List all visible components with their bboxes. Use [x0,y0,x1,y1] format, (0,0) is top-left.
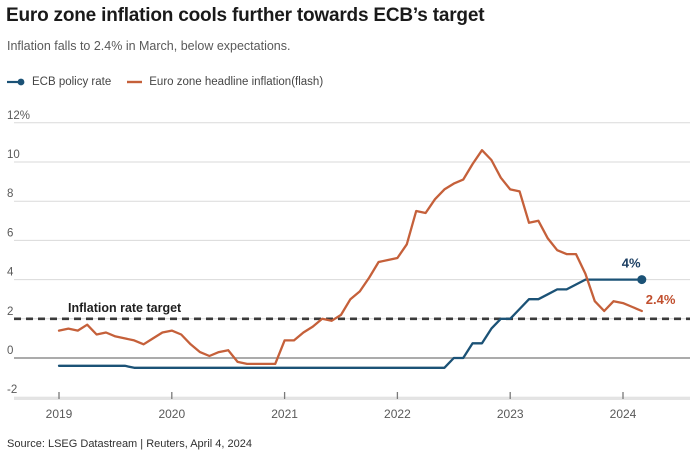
x-axis-label: 2024 [610,407,637,421]
y-axis-label: 6 [7,227,13,239]
legend-label-ecb: ECB policy rate [32,76,112,88]
y-axis-label: 10 [7,149,20,161]
chart-legend: ECB policy rate Euro zone headline infla… [7,76,323,88]
y-axis-label: 4 [7,267,14,279]
x-axis-label: 2022 [384,407,411,421]
x-axis-label: 2021 [271,407,298,421]
legend-item-inflation: Euro zone headline inflation(flash) [127,76,323,88]
legend-item-ecb-policy-rate: ECB policy rate [7,76,111,88]
x-axis-label: 2023 [497,407,524,421]
inflation-target-label: Inflation rate target [68,301,182,315]
y-axis-label: -2 [7,384,17,396]
ecb-policy-rate-line [57,278,643,369]
inflation-end-value-label: 2.4% [646,292,676,307]
legend-dot [17,78,25,86]
line-marker-icon [127,80,143,84]
ecb-end-value-label: 4% [622,256,641,271]
x-axis-label: 2020 [158,407,185,421]
source-note: Source: LSEG Datastream | Reuters, April… [7,438,252,450]
line-dot-marker-icon [7,78,25,86]
x-axis-label: 2019 [46,407,73,421]
chart-title: Euro zone inflation cools further toward… [6,5,485,26]
y-axis-label: 12% [7,110,30,122]
y-axis-label: 0 [7,345,13,357]
chart-subtitle: Inflation falls to 2.4% in March, below … [7,39,291,53]
y-axis-label: 8 [7,188,13,200]
ecb-line-end-dot [637,275,647,285]
legend-label-inflation: Euro zone headline inflation(flash) [149,76,324,88]
y-axis-label: 2 [7,306,13,318]
inflation-line [57,149,643,366]
